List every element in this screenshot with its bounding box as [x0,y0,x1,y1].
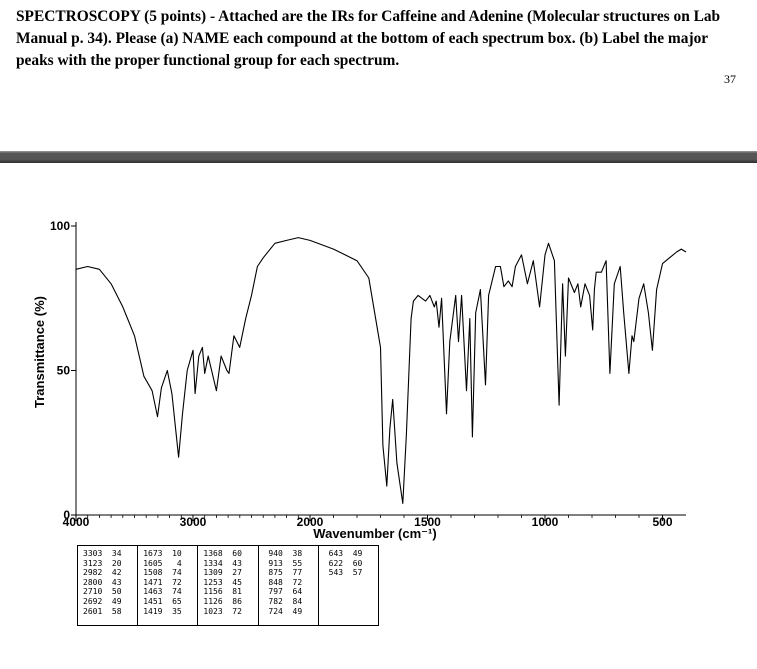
peak-column: 940 38 913 55 875 77 848 72 797 64 782 8… [259,546,319,625]
peak-entry: 3303 34 [83,549,122,558]
peak-entry: 1451 65 [143,596,182,606]
peak-entry: 913 55 [263,558,303,568]
x-tick-label: 1000 [532,515,559,529]
peak-entry: 1463 74 [143,587,182,597]
peak-entry: 1673 10 [143,549,182,558]
peak-entry: 1126 86 [203,596,242,606]
peak-entry: 2601 58 [83,606,122,616]
page-number: 37 [724,72,736,86]
x-tick-label: 1500 [414,515,441,529]
peak-entry: 2800 43 [83,577,122,587]
peak-table: 3303 34 3123 20 2982 42 2800 43 2710 50 2692 … [77,545,379,626]
spectrum-trace [75,237,687,504]
peak-entry: 1471 72 [143,577,182,587]
y-tick-label: 100 [50,219,70,233]
x-tick-label: 2000 [297,515,324,529]
x-tick-label: 500 [652,515,672,529]
x-tick-label: 3000 [180,515,207,529]
peak-entry: 1023 72 [203,606,242,616]
peak-entry: 724 49 [263,606,303,616]
x-axis-label: Wavenumber (cm⁻¹) [313,526,436,541]
peak-entry: 2692 49 [83,596,122,606]
peak-entry: 848 72 [263,577,303,587]
peak-entry: 1419 35 [143,606,182,616]
peak-column: 643 49 622 60 543 57 [319,546,378,625]
peak-entry: 1156 81 [203,587,242,597]
peak-entry: 543 57 [323,568,363,578]
question-text: SPECTROSCOPY (5 points) - Attached are t… [16,8,721,69]
x-tick-label: 4000 [63,515,90,529]
peak-entry: 1605 4 [143,558,182,568]
peak-entry: 2982 42 [83,568,122,578]
peak-entry: 2710 50 [83,587,122,597]
peak-entry: 940 38 [263,549,303,558]
peak-entry: 1334 43 [203,558,242,568]
peak-entry: 797 64 [263,587,303,597]
peak-column: 1368 60 1334 43 1309 27 1253 45 1156 81 1126 … [198,546,259,625]
peak-entry: 643 49 [323,549,363,558]
peak-entry: 1309 27 [203,568,242,578]
section-divider [0,151,757,163]
peak-entry: 875 77 [263,568,303,578]
peak-entry: 1508 74 [143,568,182,578]
peak-column: 1673 10 1605 4 1508 74 1471 72 1463 74 1451 6… [138,546,199,625]
peak-entry: 1253 45 [203,577,242,587]
y-tick-label: 50 [57,364,71,378]
peak-entry: 3123 20 [83,558,122,568]
peak-column: 3303 34 3123 20 2982 42 2800 43 2710 50 2692 … [78,546,139,625]
peak-entry: 1368 60 [203,549,242,558]
peak-entry: 622 60 [323,558,363,568]
y-tick-label: 0 [63,508,70,522]
peak-entry: 782 84 [263,596,303,606]
y-axis-label: Transmittance (%) [32,296,47,408]
